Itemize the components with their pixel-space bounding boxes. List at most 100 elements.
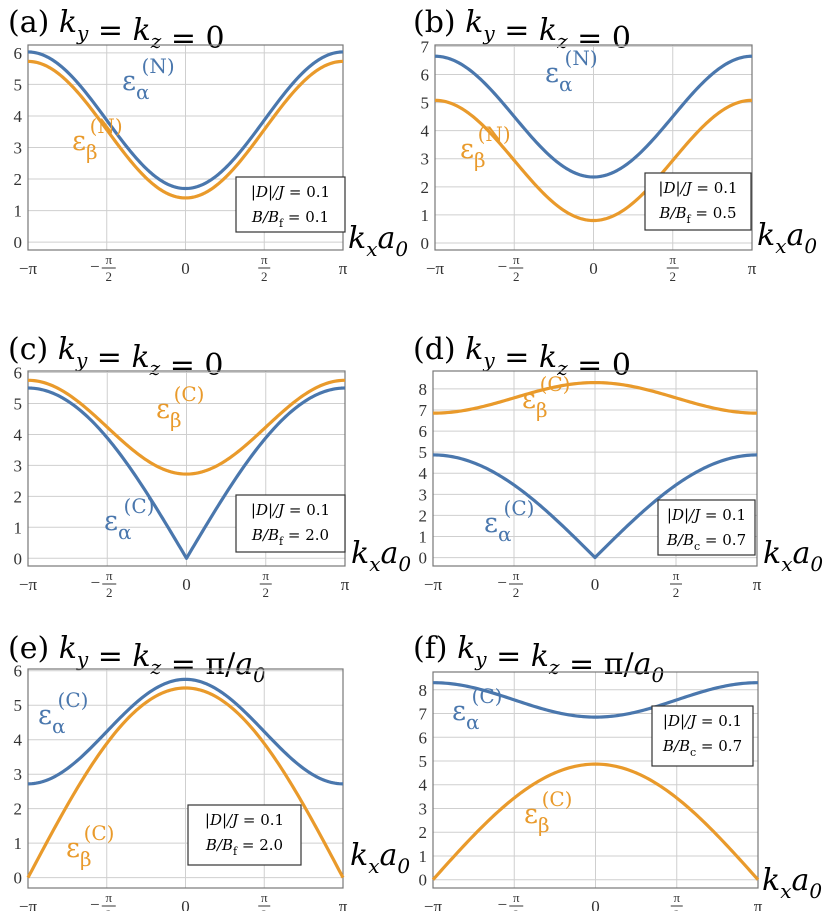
xtick-text: 0 [591,897,600,911]
x-tick-label: −π 2 [90,252,116,284]
y-tick-label: 3 [419,799,428,818]
series-label-alpha-base: ε [122,66,136,97]
title-symbol: k [465,332,483,367]
y-tick-label: 4 [14,731,23,750]
y-tick-label: 1 [14,202,23,221]
y-tick-label: 0 [14,233,23,252]
xlabel-k: k [762,863,780,898]
param-val: = 0.5 [691,204,737,222]
x-tick-label: π [748,259,757,278]
param-val: = 2.0 [283,526,329,544]
xtick-text: π [341,575,350,594]
x-tick-label: −π 2 [497,890,524,911]
xtick-den: 2 [513,907,520,911]
panel-title-0: (a) ky = kz = 0 [8,5,225,56]
x-tick-label: π2 [666,252,679,284]
xlabel-sub-x: x [775,234,786,258]
xtick-minus: − [497,895,507,911]
y-tick-label: 4 [419,776,428,795]
xtick-den: 2 [106,907,113,911]
series-label-beta-superscript: (N) [478,122,511,146]
series-label-beta-subscript: β [170,408,182,432]
x-tick-label: π [754,897,763,911]
xtick-num: π [673,890,680,905]
xlabel-sub-0: 0 [397,854,410,878]
param-sub: f [279,535,284,548]
title-subscript: z [150,29,162,53]
series-label-alpha-superscript: (C) [58,688,89,712]
parameter-line-1: B/Bc = 0.7 [666,531,746,553]
series-label-alpha: εα(N) [545,46,598,96]
title-part: = [495,340,539,375]
title-part: = 0 [161,21,224,56]
series-line-alpha [432,681,759,719]
title-subscript: z [548,655,560,679]
title-symbol: k [539,13,557,48]
x-tick-label: 0 [589,259,598,278]
param-sub: f [687,213,692,226]
series-label-beta: εβ(N) [460,122,511,172]
title-part: (d) [413,332,465,367]
xtick-text: −π [19,897,38,911]
xtick-text: −π [19,259,38,278]
series-label-alpha-superscript: (C) [472,684,503,708]
y-tick-label: 1 [14,834,23,853]
param-sub: c [694,540,700,553]
x-tick-label: π [753,575,762,594]
xtick-num: π [105,890,112,905]
title-part: = [88,13,132,48]
series-label-beta-subscript: β [474,148,486,172]
title-subscript: y [482,21,495,45]
plot-frame [27,668,344,889]
y-tick-label: 6 [14,364,23,383]
title-part: (f) [413,631,457,666]
xlabel-a: a [786,218,804,253]
title-symbol: k [131,340,149,375]
param-val: = 0.1 [692,179,738,197]
xlabel-sub-x: x [781,552,792,576]
title-symbol: k [539,340,557,375]
series-label-alpha-superscript: (C) [504,496,535,520]
xlabel-a: a [377,221,395,256]
y-tick-label: 2 [14,487,23,506]
plot-frame [432,671,759,889]
x-tick-label: π2 [258,890,271,911]
series-line-beta [432,380,758,415]
title-symbol: k [132,639,150,674]
parameter-box-frame [235,176,346,233]
title-symbol: a [235,647,253,682]
title-symbol: k [457,631,475,666]
parameter-box: |D|/J = 0.1 B/Bf = 0.5 [644,172,752,231]
title-part: = [88,639,132,674]
y-tick-label: 2 [419,823,428,842]
x-tick-label: π2 [670,890,683,911]
x-tick-label: −π [426,259,445,278]
y-tick-label: 1 [419,527,428,546]
x-tick-label: 0 [181,259,190,278]
y-tick-label: 2 [14,800,23,819]
parameter-box-frame [644,172,752,231]
y-tick-label: 3 [14,456,23,475]
xtick-den: 2 [261,269,268,284]
xtick-den: 2 [673,907,680,911]
xtick-den: 2 [261,907,268,911]
xtick-text: π [339,897,348,911]
x-tick-label: −π [19,897,38,911]
x-tick-label: −π [424,575,443,594]
xtick-den: 2 [669,269,676,284]
y-tick-label: 5 [14,696,23,715]
x-axis-label-4: kxa0 [350,838,410,878]
series-label-beta: εβ(C) [522,372,570,422]
series-label-alpha: εα(C) [484,496,534,546]
y-tick-label: 6 [14,662,23,681]
param-b: B/B [205,836,233,854]
xlabel-a: a [379,838,397,873]
x-axis-label-1: kxa0 [757,218,817,258]
param-val: = 0.7 [696,737,742,755]
title-subscript: z [149,356,161,380]
xtick-den: 2 [513,585,520,600]
title-part: = [487,639,531,674]
xlabel-sub-0: 0 [395,237,408,261]
xtick-num: π [669,252,676,267]
